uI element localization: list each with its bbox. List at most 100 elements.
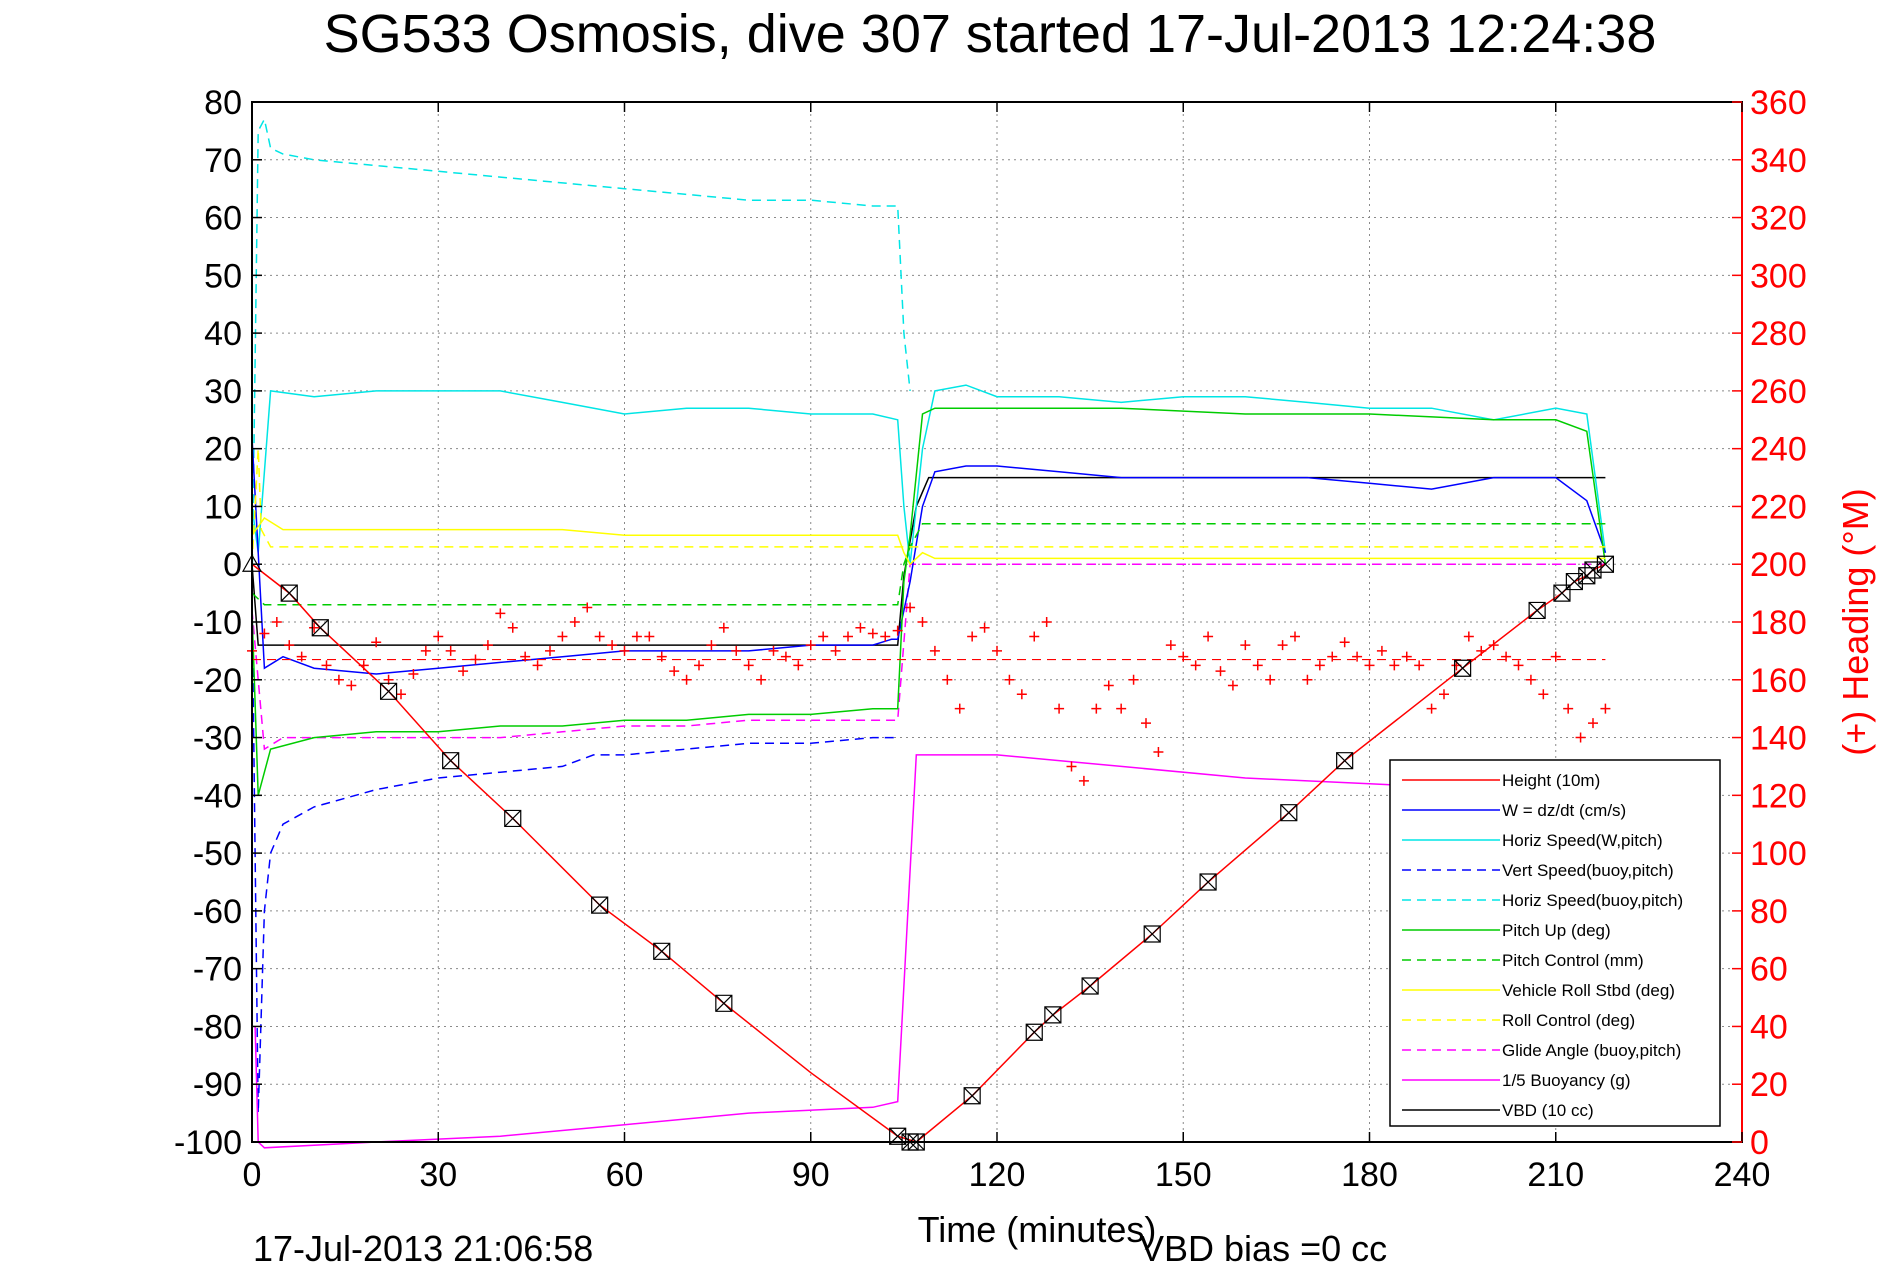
heading-point	[830, 645, 841, 656]
y-tick-label: 30	[204, 373, 242, 411]
legend-entry-label: 1/5 Buoyancy (g)	[1502, 1071, 1631, 1090]
heading-point	[557, 631, 568, 642]
ballast-marker	[1584, 561, 1602, 579]
series-line-1	[251, 437, 1607, 675]
heading-point	[805, 640, 816, 651]
y2-axis-label: (+) Heading (°M)	[1835, 488, 1876, 755]
heading-point	[420, 645, 431, 656]
x-tick-label: 150	[1155, 1156, 1212, 1194]
ballast-marker	[1280, 804, 1298, 822]
heading-point	[818, 631, 829, 642]
heading-point	[631, 631, 642, 642]
y2-tick-label: 280	[1750, 315, 1807, 353]
heading-point	[1265, 674, 1276, 685]
x-tick-label: 60	[606, 1156, 644, 1194]
heading-point	[1476, 645, 1487, 656]
x-tick-label: 210	[1527, 1156, 1584, 1194]
heading-point	[408, 669, 419, 679]
heading-point	[1463, 631, 1474, 642]
heading-point	[545, 645, 555, 656]
y2-tick-label: 20	[1750, 1066, 1788, 1104]
y2-tick-label: 360	[1750, 84, 1807, 122]
series-line-3	[251, 593, 898, 1114]
x-tick-label: 120	[969, 1156, 1026, 1194]
y-tick-label: 10	[204, 488, 242, 526]
y-tick-label: 70	[204, 142, 242, 180]
heading-point	[1525, 674, 1536, 685]
ballast-marker	[442, 752, 460, 770]
heading-point	[309, 622, 320, 633]
heading-point	[458, 666, 469, 677]
heading-point	[1389, 660, 1400, 671]
heading-point	[954, 703, 965, 714]
heading-point	[470, 654, 481, 665]
series-line-7	[251, 516, 1606, 566]
heading-point	[1054, 703, 1065, 714]
x-tick-label: 240	[1714, 1156, 1771, 1194]
heading-point	[718, 622, 729, 633]
y2-tick-label: 60	[1750, 951, 1788, 989]
ballast-marker	[715, 994, 733, 1012]
y2-tick-label: 220	[1750, 488, 1807, 526]
y2-tick-label: 240	[1750, 431, 1807, 469]
y2-tick-label: 160	[1750, 662, 1807, 700]
heading-point	[681, 674, 692, 685]
y-tick-label: -20	[193, 662, 242, 700]
chart-title: SG533 Osmosis, dive 307 started 17-Jul-2…	[324, 4, 1657, 64]
legend-entry-label: VBD (10 cc)	[1502, 1101, 1594, 1120]
y-tick-label: -90	[193, 1066, 242, 1104]
heading-point	[867, 628, 878, 639]
heading-point	[433, 631, 444, 642]
series-line-8	[251, 448, 1606, 565]
y-tick-label: -50	[193, 835, 242, 873]
heading-point	[1327, 651, 1338, 662]
heading-point	[1029, 631, 1040, 642]
heading-point	[1314, 660, 1325, 671]
heading-point	[1215, 666, 1226, 677]
ballast-marker	[1565, 572, 1583, 591]
heading-point	[1600, 703, 1611, 714]
heading-point	[495, 608, 506, 619]
heading-point	[669, 666, 680, 677]
heading-point	[607, 640, 618, 651]
heading-point	[892, 625, 903, 636]
x-axis-ticks: 0 30 60 90 120 150 180 210 240	[243, 102, 1771, 1194]
ballast-marker	[653, 942, 671, 960]
heading-point	[843, 631, 853, 642]
heading-point	[271, 617, 282, 627]
x-tick-label: 90	[792, 1156, 830, 1194]
ballast-marker	[1143, 925, 1161, 943]
heading-point	[1563, 703, 1574, 714]
series-line-4	[251, 117, 911, 594]
heading-point	[768, 645, 779, 656]
heading-markers	[247, 602, 1611, 786]
heading-point	[967, 631, 978, 642]
heading-point	[321, 660, 332, 671]
legend-box	[1389, 759, 1721, 1127]
heading-point	[855, 622, 866, 633]
ballast-marker	[379, 682, 398, 700]
heading-point	[1339, 637, 1350, 648]
heading-point	[1128, 674, 1139, 685]
heading-point	[1004, 674, 1015, 685]
y-tick-label: 60	[204, 200, 242, 238]
heading-point	[979, 622, 990, 633]
heading-point	[520, 651, 531, 662]
y2-tick-label: 140	[1750, 720, 1807, 758]
legend-entry-label: Horiz Speed(W,pitch)	[1502, 831, 1663, 850]
y2-tick-label: 300	[1750, 257, 1807, 295]
y2-tick-label: 200	[1750, 546, 1807, 584]
heading-point	[793, 660, 804, 671]
heading-point	[259, 628, 270, 639]
y-tick-label: -60	[193, 893, 242, 931]
y-tick-label: -40	[193, 777, 242, 815]
heading-point	[992, 645, 1002, 656]
heading-point	[358, 660, 369, 671]
heading-point	[1538, 689, 1549, 700]
ballast-marker	[963, 1087, 981, 1105]
heading-point	[1203, 631, 1214, 642]
legend-entry-label: Vert Speed(buoy,pitch)	[1502, 861, 1674, 880]
heading-point	[780, 651, 791, 662]
heading-point	[532, 660, 543, 671]
heading-point	[1513, 660, 1524, 671]
